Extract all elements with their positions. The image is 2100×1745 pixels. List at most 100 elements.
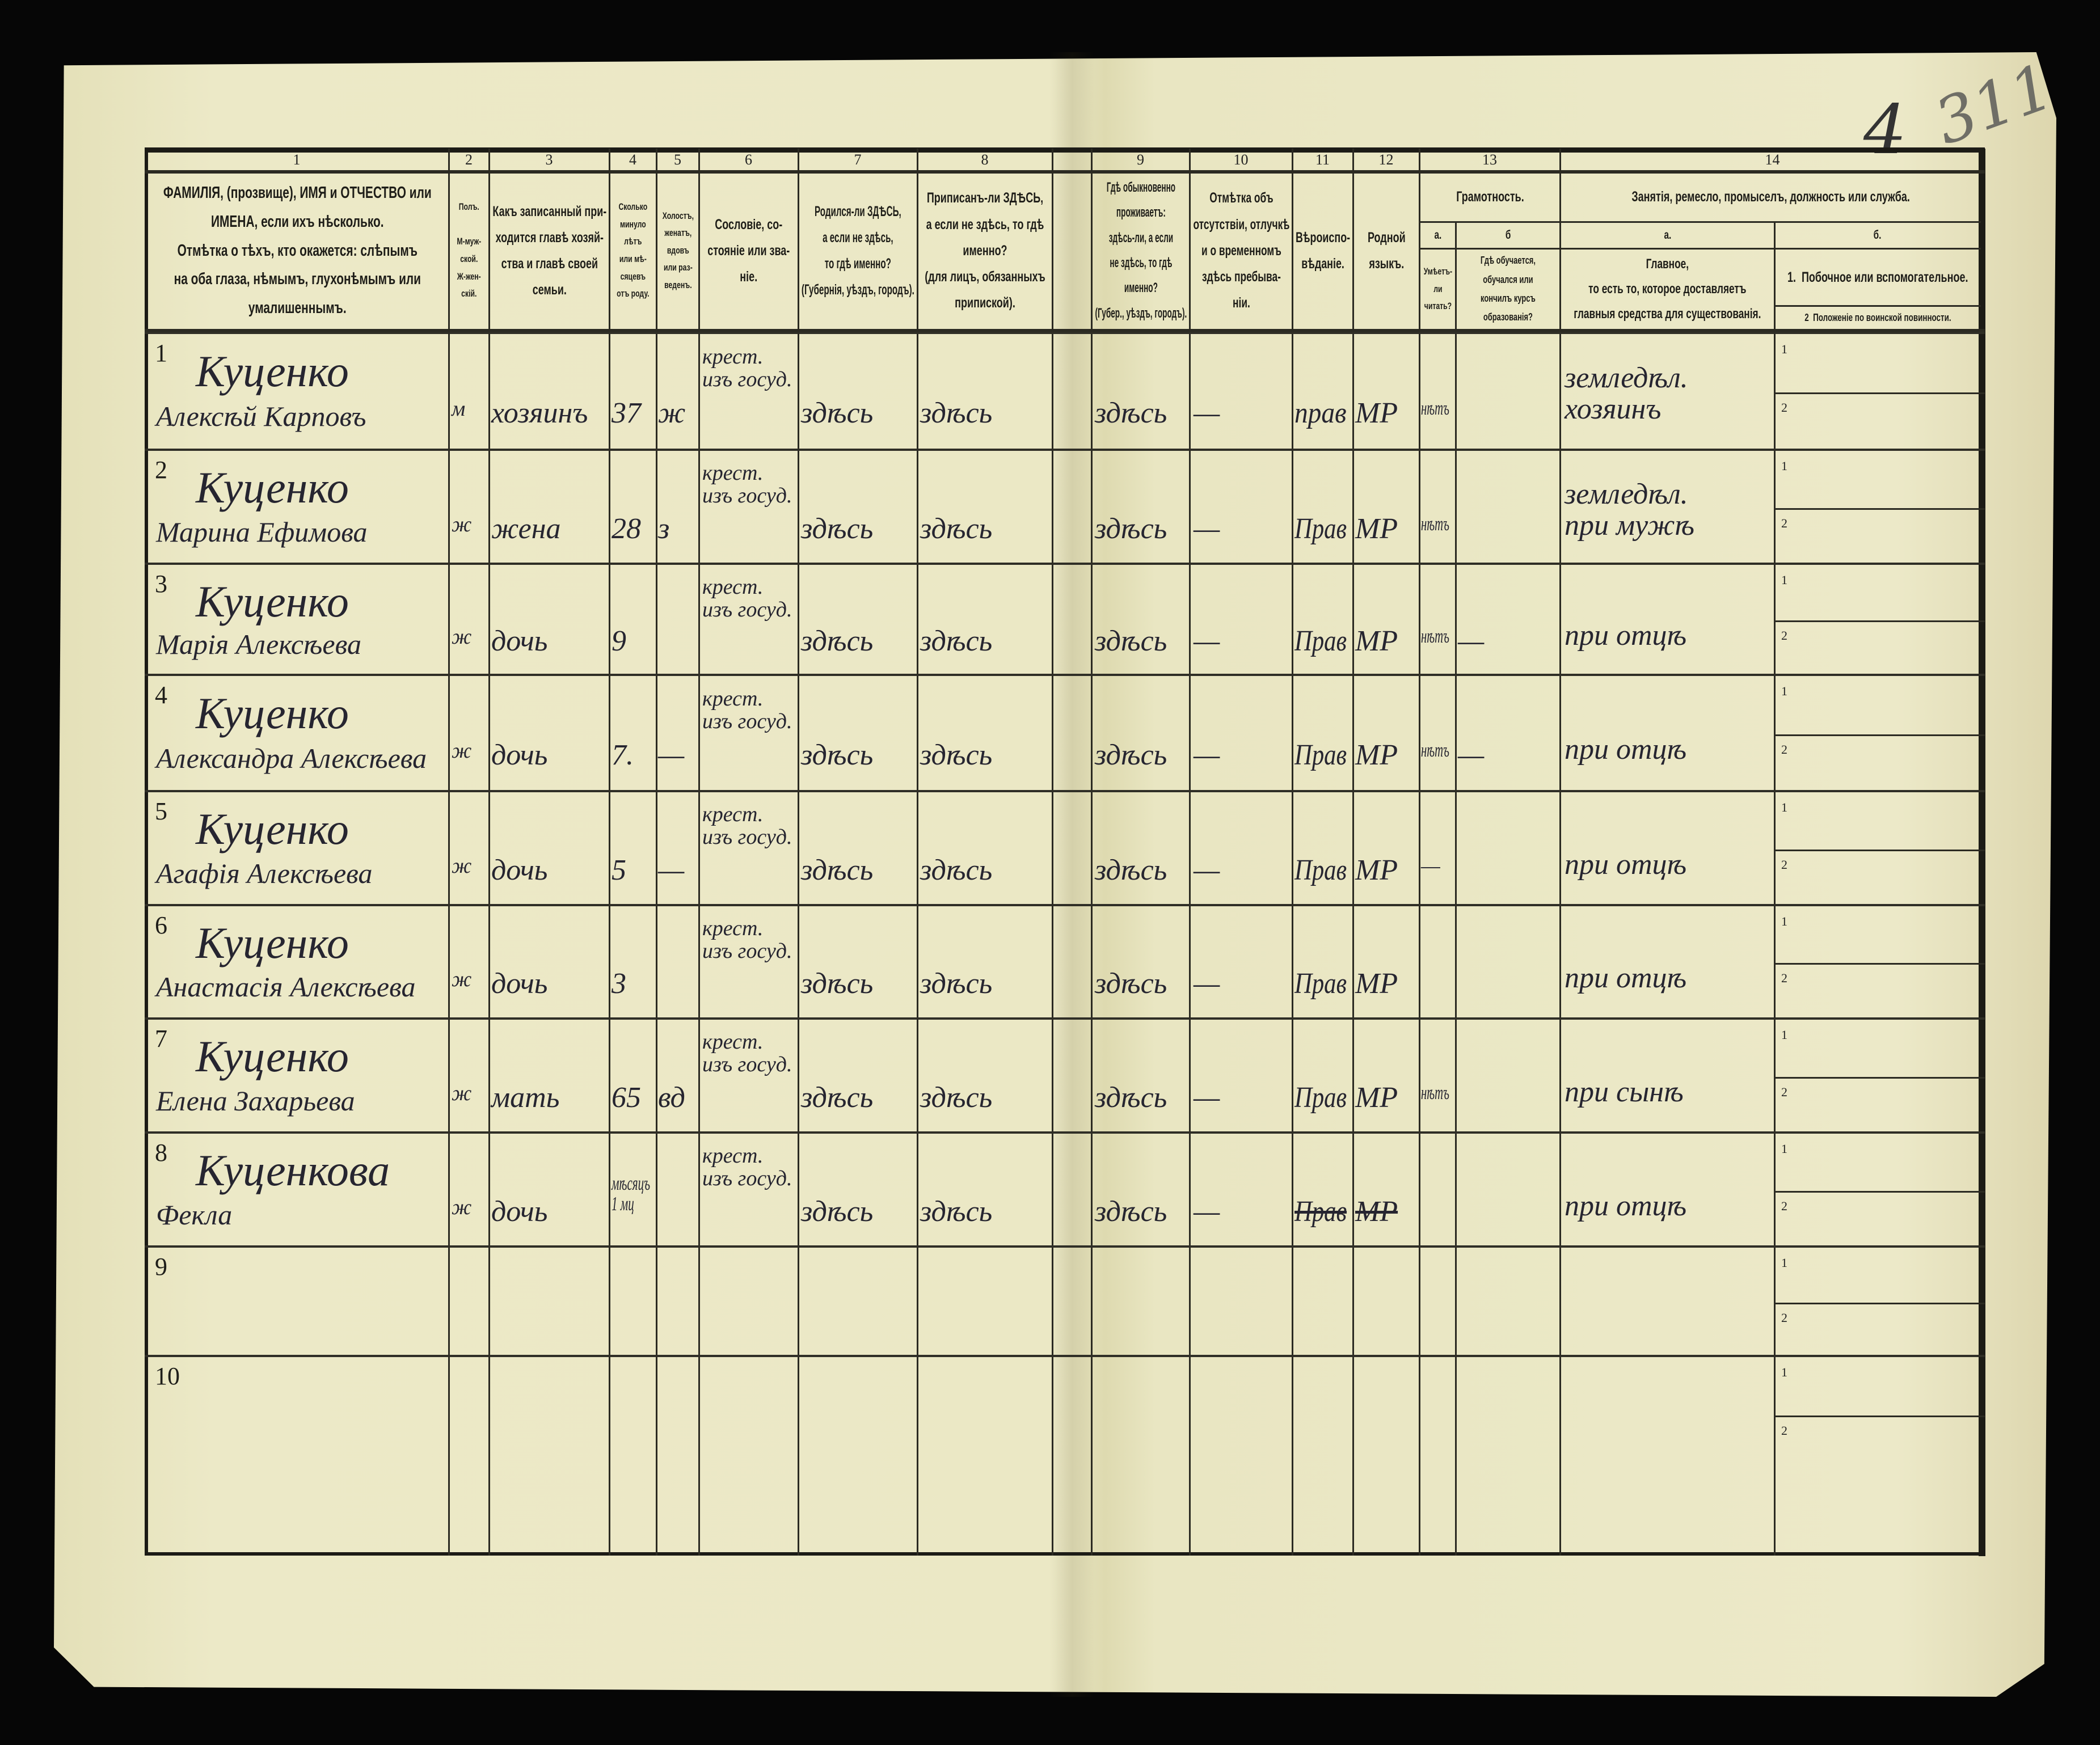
column-rule bbox=[448, 149, 450, 1556]
column-rule bbox=[798, 149, 799, 1556]
relation-value: хозяинъ bbox=[491, 397, 588, 429]
subrow-label-1: 1 bbox=[1781, 1256, 1787, 1270]
column-number: 1 bbox=[293, 151, 301, 168]
born-value: здѣсь bbox=[801, 739, 874, 771]
subrow-label-2: 2 bbox=[1781, 1085, 1787, 1099]
row-number: 3 bbox=[155, 570, 167, 598]
subrow-label-2: 2 bbox=[1781, 400, 1787, 415]
row-number: 1 bbox=[155, 339, 167, 367]
header-religion: Вѣроиспо- вѣданіе. bbox=[1293, 172, 1352, 329]
header-text: б bbox=[1505, 228, 1511, 242]
surname: Куценко bbox=[196, 918, 349, 967]
estate-value: крест. изъ госуд. bbox=[702, 1030, 792, 1076]
row-number: 6 bbox=[155, 911, 167, 939]
residence-value: здѣсь bbox=[1095, 1195, 1167, 1228]
estate-value: крест. изъ госуд. bbox=[702, 575, 792, 622]
given-name-patronymic: Фекла bbox=[156, 1199, 233, 1231]
occupation-value: при отцѣ bbox=[1565, 1190, 1687, 1222]
subrow-rule bbox=[1774, 734, 1985, 736]
given-name-patronymic: Марина Ефимова bbox=[156, 516, 368, 548]
header-text: Умѣетъ- ли читать? bbox=[1423, 266, 1452, 312]
row-number: 8 bbox=[155, 1139, 167, 1167]
born-value: здѣсь bbox=[801, 1081, 874, 1114]
residence-value: здѣсь bbox=[1095, 397, 1167, 429]
occupation-value: при отцѣ bbox=[1565, 962, 1687, 994]
residence-value: здѣсь bbox=[1095, 854, 1167, 886]
literate-value: нѣтъ bbox=[1421, 740, 1449, 761]
sex-value: ж bbox=[452, 967, 472, 991]
subrow-label-1: 1 bbox=[1781, 1142, 1787, 1156]
absence-value: — bbox=[1194, 513, 1220, 545]
school-value: — bbox=[1458, 625, 1485, 657]
header-text: ФАМИЛІЯ, (прозвище), ИМЯ и ОТЧЕСТВО или … bbox=[163, 184, 432, 318]
header-text: Холостъ, женатъ, вдовъ или раз- веденъ. bbox=[662, 210, 694, 290]
row-number: 4 bbox=[155, 681, 167, 709]
column-rule bbox=[656, 149, 657, 1556]
religion-value: Прав bbox=[1294, 854, 1347, 886]
header-military-status: 2 Положеніе по воинской повинности. bbox=[1776, 307, 1980, 329]
estate-value: крест. изъ госуд. bbox=[702, 687, 792, 733]
header-sub-letter: б bbox=[1457, 223, 1559, 248]
sex-value: ж bbox=[452, 513, 472, 536]
header-rule bbox=[1419, 221, 1981, 223]
header-education: Гдѣ обучается, обучался или кончилъ курс… bbox=[1457, 250, 1559, 329]
language-value: МР bbox=[1355, 1081, 1398, 1114]
given-name-patronymic: Агафія Алексѣева bbox=[156, 857, 373, 889]
subrow-label-1: 1 bbox=[1781, 342, 1787, 356]
header-marital: Холостъ, женатъ, вдовъ или раз- веденъ. bbox=[657, 172, 698, 329]
subrow-label-1: 1 bbox=[1781, 914, 1787, 928]
header-rule bbox=[145, 170, 1985, 174]
language-value: МР bbox=[1355, 1195, 1398, 1228]
age-value: 5 bbox=[612, 854, 626, 886]
column-rule bbox=[488, 149, 490, 1556]
header-text: а. bbox=[1664, 228, 1671, 242]
literate-value: нѣтъ bbox=[1421, 398, 1449, 419]
header-sub-letter: а. bbox=[1561, 223, 1774, 248]
page-fold bbox=[1049, 52, 1095, 1697]
absence-value: — bbox=[1194, 967, 1220, 1000]
subrow-label-2: 2 bbox=[1781, 971, 1787, 985]
header-can-read: Умѣетъ- ли читать? bbox=[1420, 250, 1455, 329]
subrow-label-1: 1 bbox=[1781, 684, 1787, 698]
registered-value: здѣсь bbox=[920, 1081, 993, 1114]
born-value: здѣсь bbox=[801, 513, 874, 545]
born-value: здѣсь bbox=[801, 625, 874, 657]
surname: Куценко bbox=[196, 804, 349, 854]
column-rule bbox=[698, 149, 700, 1556]
row-number: 2 bbox=[155, 456, 167, 484]
language-value: МР bbox=[1355, 513, 1398, 545]
age-value: 28 bbox=[612, 513, 641, 545]
residence-value: здѣсь bbox=[1095, 625, 1167, 657]
row-number: 9 bbox=[155, 1253, 167, 1281]
surname: Куценко bbox=[196, 347, 349, 396]
subrow-rule bbox=[1774, 1191, 1985, 1193]
relation-value: жена bbox=[491, 513, 561, 545]
header-text: Какъ записанный при- ходится главѣ хозяй… bbox=[492, 203, 606, 298]
religion-value: Прав bbox=[1294, 1195, 1347, 1228]
header-text: Вѣроиспо- вѣданіе. bbox=[1295, 229, 1351, 272]
marital-value: — bbox=[658, 854, 685, 886]
subrow-label-1: 1 bbox=[1781, 1028, 1787, 1042]
estate-value: крест. изъ госуд. bbox=[702, 1144, 792, 1190]
marital-value: вд bbox=[658, 1081, 685, 1114]
relation-value: дочь bbox=[491, 739, 548, 771]
column-rule bbox=[1455, 221, 1457, 1556]
religion-value: Прав bbox=[1294, 625, 1347, 657]
language-value: МР bbox=[1355, 967, 1398, 1000]
header-text: Родился-ли ЗДѢСЬ, а если не здѣсь, то гд… bbox=[802, 203, 914, 298]
language-value: МР bbox=[1355, 854, 1398, 886]
relation-value: дочь bbox=[491, 967, 548, 1000]
occupation-value: земледѣл. при мужѣ bbox=[1565, 478, 1695, 542]
subrow-rule bbox=[1774, 1077, 1985, 1079]
born-value: здѣсь bbox=[801, 397, 874, 429]
estate-value: крест. изъ госуд. bbox=[702, 345, 792, 391]
surname: Куценко bbox=[196, 463, 349, 512]
row-number: 7 bbox=[155, 1025, 167, 1053]
marital-value: — bbox=[658, 739, 685, 771]
table-row: 2 Куценко Марина Ефимова ж жена 28 з здѣсь здѣсь… bbox=[145, 449, 1985, 563]
header-text: а. bbox=[1434, 228, 1441, 242]
header-text: Родной языкъ. bbox=[1367, 229, 1406, 272]
column-rule bbox=[1559, 149, 1561, 1556]
column-rule bbox=[1091, 149, 1093, 1556]
header-secondary-occupation: 1. Побочное или вспомогательное. bbox=[1776, 250, 1980, 305]
